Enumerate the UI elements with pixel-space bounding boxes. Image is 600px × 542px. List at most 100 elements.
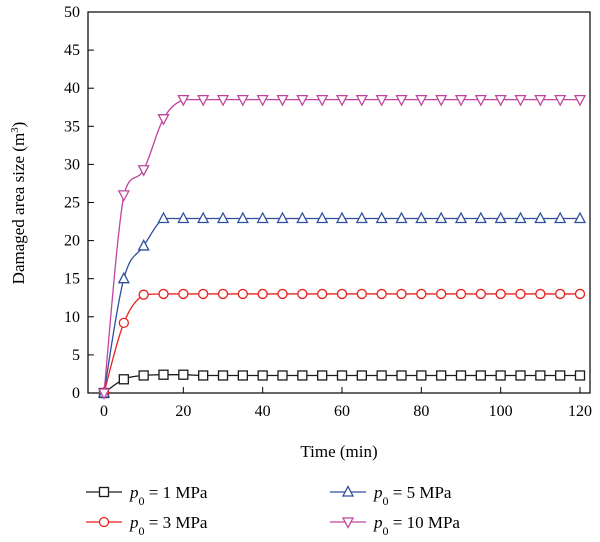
y-tick-label: 0 xyxy=(72,385,80,402)
data-point xyxy=(297,370,308,381)
data-point xyxy=(514,211,527,224)
data-point xyxy=(376,288,387,300)
data-point xyxy=(197,94,210,107)
data-point xyxy=(355,211,368,224)
data-point xyxy=(316,211,329,224)
legend-label: p0 = 3 MPa xyxy=(129,513,208,538)
data-point xyxy=(157,211,170,224)
y-axis-label-sup: 3 xyxy=(9,127,21,133)
data-point xyxy=(297,288,308,300)
data-point xyxy=(197,211,210,224)
legend-marker xyxy=(98,486,110,498)
y-tick-label: 40 xyxy=(64,80,80,97)
data-point xyxy=(555,370,566,381)
data-point xyxy=(97,388,111,400)
data-point xyxy=(198,370,209,381)
data-point xyxy=(157,114,170,126)
data-point xyxy=(395,211,408,224)
data-point xyxy=(138,289,149,300)
legend-marker xyxy=(341,485,355,497)
data-point xyxy=(257,288,268,300)
legend-item: p0 = 1 MPa xyxy=(86,483,208,508)
series-2 xyxy=(98,288,586,399)
data-point xyxy=(396,370,407,381)
data-point xyxy=(375,211,388,224)
data-point xyxy=(355,94,368,107)
data-point xyxy=(535,370,546,381)
legend-subscript: 0 xyxy=(383,524,389,538)
data-point xyxy=(198,288,209,300)
legend-value: = 10 MPa xyxy=(389,513,461,532)
y-tick-label: 20 xyxy=(64,233,80,250)
x-tick-label: 60 xyxy=(334,403,350,420)
data-point xyxy=(534,211,547,224)
data-point xyxy=(555,288,566,300)
series-layer xyxy=(97,94,587,400)
data-point xyxy=(534,94,547,107)
data-point xyxy=(574,288,586,300)
data-point xyxy=(118,317,129,329)
y-tick-label: 25 xyxy=(64,195,80,212)
data-point xyxy=(277,288,288,300)
y-axis-label-text: Damaged area size (m xyxy=(9,133,28,285)
data-point xyxy=(217,370,229,381)
data-point xyxy=(376,370,387,381)
data-point xyxy=(495,370,506,381)
data-point xyxy=(177,211,190,224)
data-point xyxy=(515,288,526,300)
data-point xyxy=(317,288,328,300)
data-point xyxy=(573,211,587,224)
data-point xyxy=(415,94,428,107)
x-tick-label: 80 xyxy=(413,403,429,420)
data-point xyxy=(317,370,328,381)
axis-ticks: 0 5 10 15 20 25 30 35 40 45 50 0 20 40 60 80 100 120 xyxy=(64,4,592,420)
data-point xyxy=(455,370,467,381)
data-point xyxy=(137,165,150,177)
data-point xyxy=(475,288,486,300)
series-1 xyxy=(98,369,586,399)
legend-label: p0 = 5 MPa xyxy=(373,483,452,508)
data-point xyxy=(216,211,230,224)
data-point xyxy=(216,94,230,107)
data-point xyxy=(335,94,349,107)
data-point xyxy=(415,211,428,224)
series-3 xyxy=(97,211,587,398)
data-point xyxy=(256,94,269,107)
x-tick-label: 100 xyxy=(489,403,513,420)
data-point xyxy=(416,288,427,300)
data-point xyxy=(257,370,268,381)
legend-label: p0 = 1 MPa xyxy=(129,483,208,508)
data-point xyxy=(158,288,169,300)
legend-symbol: p xyxy=(129,483,139,502)
data-point xyxy=(454,211,468,224)
data-point xyxy=(277,370,288,381)
data-point xyxy=(236,211,249,224)
data-point xyxy=(335,211,349,224)
data-point xyxy=(554,94,567,107)
series-4 xyxy=(97,94,587,400)
data-point xyxy=(256,211,269,224)
legend-subscript: 0 xyxy=(139,524,145,538)
legend-marker xyxy=(98,516,110,528)
data-point xyxy=(535,288,546,300)
legend-symbol: p xyxy=(373,513,383,532)
data-point xyxy=(396,288,407,300)
data-point xyxy=(474,94,487,107)
legend-value: = 3 MPa xyxy=(145,513,208,532)
data-point xyxy=(117,271,130,284)
data-point xyxy=(474,211,487,224)
data-point xyxy=(356,288,367,300)
x-tick-label: 0 xyxy=(100,403,108,420)
legend-subscript: 0 xyxy=(383,494,389,508)
data-point xyxy=(336,370,348,381)
data-point xyxy=(117,190,130,202)
y-tick-label: 5 xyxy=(72,347,80,364)
data-point xyxy=(416,370,427,381)
legend-value: = 1 MPa xyxy=(145,483,208,502)
data-point xyxy=(495,288,506,300)
data-point xyxy=(138,370,149,381)
data-point xyxy=(435,94,448,107)
